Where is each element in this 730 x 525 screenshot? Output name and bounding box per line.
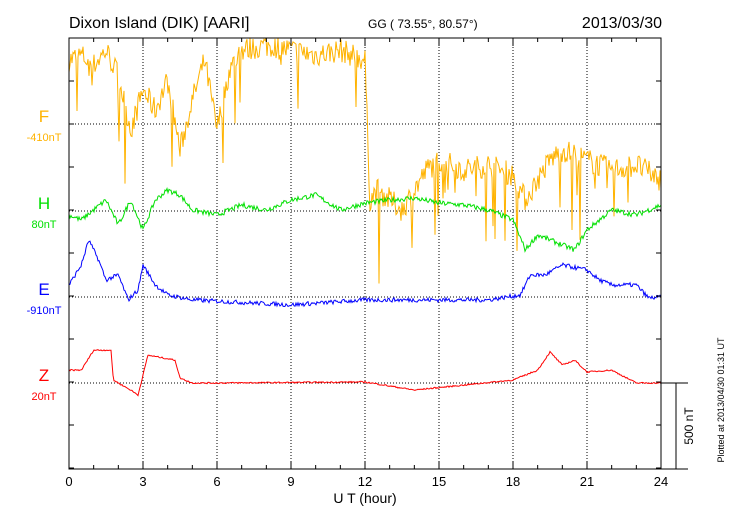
x-axis-label: U T (hour): [333, 490, 396, 506]
x-tick-label: 24: [654, 474, 668, 489]
trace-f: [68, 37, 662, 284]
component-label-h: H: [38, 194, 50, 213]
x-tick-label: 9: [287, 474, 294, 489]
x-tick-label: 3: [139, 474, 146, 489]
component-label-z: Z: [39, 366, 49, 385]
trace-h: [68, 187, 662, 253]
x-tick-label: 18: [506, 474, 520, 489]
trace-e: [68, 240, 662, 308]
x-tick-label: 0: [65, 474, 72, 489]
date-label: 2013/03/30: [582, 15, 662, 32]
component-label-f: F: [39, 107, 49, 126]
scale-label: 500 nT: [682, 407, 696, 445]
baseline-value-f: -410nT: [27, 132, 62, 144]
coords-label: GG ( 73.55°, 80.57°): [368, 17, 478, 31]
x-tick-label: 15: [432, 474, 446, 489]
x-tick-label: 6: [213, 474, 220, 489]
x-tick-label: 12: [358, 474, 372, 489]
x-tick-label: 21: [580, 474, 594, 489]
baseline-value-e: -910nT: [27, 305, 62, 317]
component-label-e: E: [38, 280, 49, 299]
chart-title: Dixon Island (DIK) [AARI]: [69, 15, 250, 32]
baseline-value-z: 20nT: [31, 391, 56, 403]
plotted-note: Plotted at 2013/04/30 01:31 UT: [716, 337, 726, 463]
baseline-value-h: 80nT: [31, 219, 56, 231]
trace-z: [68, 349, 662, 397]
